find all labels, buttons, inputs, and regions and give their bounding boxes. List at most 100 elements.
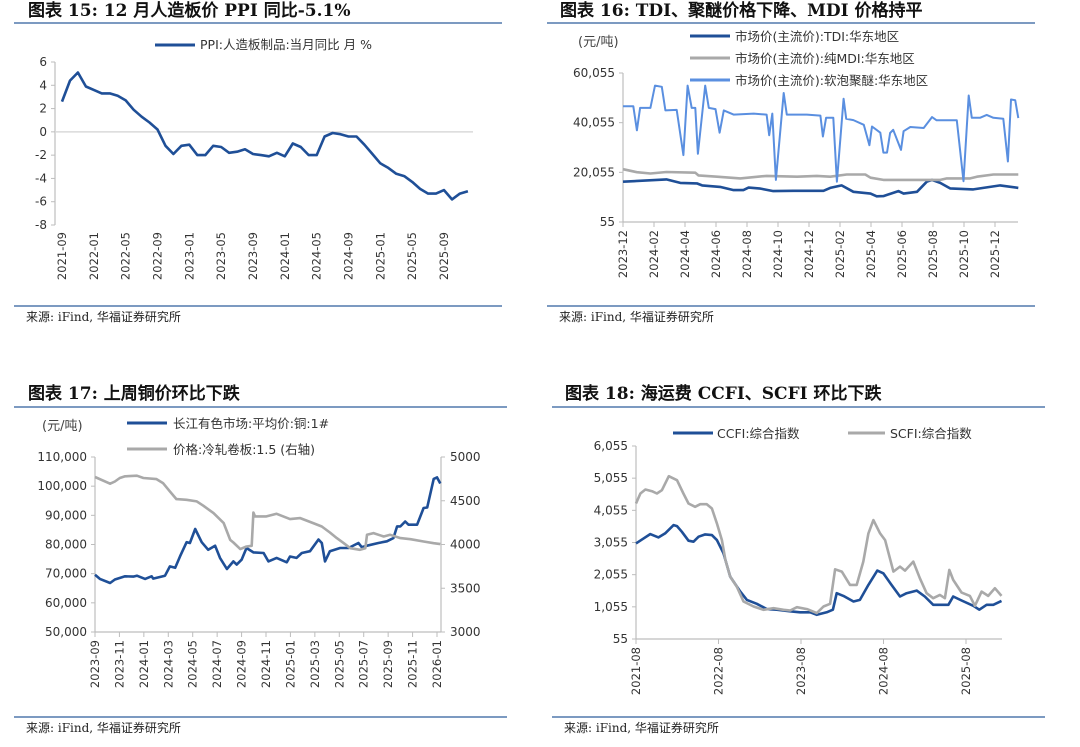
x-tick-label: 2025-03 xyxy=(308,640,322,688)
x-tick-label: 2021-08 xyxy=(629,647,643,695)
y-tick-label: 2 xyxy=(39,102,47,116)
y-tick-label: 5,055 xyxy=(594,471,628,485)
x-tick-label: 2024-10 xyxy=(771,230,785,278)
y-tick-label: 6 xyxy=(39,55,47,69)
legend-label: 价格:冷轧卷板:1.5 (右轴) xyxy=(173,442,315,457)
series-line-2 xyxy=(634,474,1003,615)
x-tick-label: 2025-08 xyxy=(926,230,940,278)
x-tick-label: 2025-01 xyxy=(283,640,297,688)
x-tick-label: 2025-05 xyxy=(405,232,419,280)
x-tick-label: 2024-05 xyxy=(186,640,200,688)
x-tick-label: 2024-06 xyxy=(709,230,723,278)
x-tick-label: 2025-05 xyxy=(332,640,346,688)
legend-label: 市场价(主流价):软泡聚醚:华东地区 xyxy=(735,73,928,88)
x-tick-label: 2022-01 xyxy=(87,232,101,280)
series-line-2 xyxy=(622,167,1019,182)
x-tick-label: 2023-09 xyxy=(88,640,102,688)
chart-18: 图表 18: 海运费 CCFI、SCFI 环比下跌 来源: iFind, 华福证… xyxy=(552,383,1045,735)
series-line-2 xyxy=(94,474,441,552)
y-tick-label: -8 xyxy=(35,218,47,232)
y-tick-label: 20,055 xyxy=(573,165,615,179)
y2-tick-label: 3000 xyxy=(450,625,481,639)
x-tick-label: 2024-04 xyxy=(678,230,692,278)
x-tick-label: 2023-09 xyxy=(246,232,260,280)
y-tick-label: -6 xyxy=(35,195,47,209)
x-tick-label: 2024-08 xyxy=(740,230,754,278)
y-tick-label: -4 xyxy=(35,171,47,185)
y-tick-label: 1,055 xyxy=(594,600,628,614)
y-tick-label: 2,055 xyxy=(594,568,628,582)
unit-label: (元/吨) xyxy=(42,419,83,434)
y-tick-label: 3,055 xyxy=(594,536,628,550)
y-tick-label: 40,055 xyxy=(573,116,615,130)
x-tick-label: 2024-12 xyxy=(802,230,816,278)
chart-title: 图表 15: 12 月人造板价 PPI 同比-5.1% xyxy=(28,0,351,21)
y-tick-label: 4 xyxy=(39,78,47,92)
x-tick-label: 2024-01 xyxy=(278,232,292,280)
chart-source: 来源: iFind, 华福证券研究所 xyxy=(26,309,181,324)
x-tick-label: 2024-11 xyxy=(259,640,273,688)
x-tick-label: 2025-04 xyxy=(864,230,878,278)
x-tick-label: 2025-07 xyxy=(357,640,371,688)
series-line-1 xyxy=(60,71,469,201)
x-tick-label: 2024-03 xyxy=(161,640,175,688)
x-tick-label: 2024-07 xyxy=(210,640,224,688)
x-tick-label: 2022-09 xyxy=(151,232,165,280)
chart-source: 来源: iFind, 华福证券研究所 xyxy=(26,720,181,735)
y-tick-label: 55 xyxy=(600,215,615,229)
x-tick-label: 2025-12 xyxy=(988,230,1002,278)
chart-15: 图表 15: 12 月人造板价 PPI 同比-5.1% 来源: iFind, 华… xyxy=(14,0,502,324)
y-tick-label: 70,000 xyxy=(45,567,87,581)
x-tick-label: 2024-02 xyxy=(647,230,661,278)
y-tick-label: 60,055 xyxy=(573,66,615,80)
x-tick-label: 2025-10 xyxy=(957,230,971,278)
x-tick-label: 2025-11 xyxy=(406,640,420,688)
chart-title: 图表 16: TDI、聚醚价格下降、MDI 价格持平 xyxy=(560,0,923,21)
chart-source: 来源: iFind, 华福证券研究所 xyxy=(559,309,714,324)
y-tick-label: 6,055 xyxy=(594,439,628,453)
x-tick-label: 2023-08 xyxy=(794,647,808,695)
x-tick-label: 2024-09 xyxy=(342,232,356,280)
x-tick-label: 2024-05 xyxy=(310,232,324,280)
y2-tick-label: 4500 xyxy=(450,494,481,508)
x-tick-label: 2021-09 xyxy=(55,232,69,280)
y2-tick-label: 5000 xyxy=(450,450,481,464)
x-tick-label: 2024-01 xyxy=(137,640,151,688)
x-tick-label: 2025-09 xyxy=(437,232,451,280)
x-tick-label: 2023-05 xyxy=(214,232,228,280)
x-tick-label: 2024-08 xyxy=(877,647,891,695)
chart-title: 图表 17: 上周铜价环比下跌 xyxy=(28,383,241,404)
x-tick-label: 2026-01 xyxy=(430,640,444,688)
legend-label: PPI:人造板制品:当月同比 月 % xyxy=(200,37,372,52)
y-tick-label: -2 xyxy=(35,148,47,162)
y-tick-label: 60,000 xyxy=(45,596,87,610)
legend-label: CCFI:综合指数 xyxy=(717,426,800,441)
y2-tick-label: 3500 xyxy=(450,581,481,595)
x-tick-label: 2022-05 xyxy=(119,232,133,280)
series-line-1 xyxy=(635,523,1003,617)
x-tick-label: 2024-09 xyxy=(235,640,249,688)
legend-label: SCFI:综合指数 xyxy=(890,426,972,441)
chart-source: 来源: iFind, 华福证券研究所 xyxy=(564,720,719,735)
chart-16: 图表 16: TDI、聚醚价格下降、MDI 价格持平 来源: iFind, 华福… xyxy=(547,0,1035,324)
y-tick-label: 100,000 xyxy=(37,479,87,493)
series-line-1 xyxy=(94,476,442,585)
y-tick-label: 90,000 xyxy=(45,508,87,522)
series-line-3 xyxy=(623,84,1020,183)
chart-title: 图表 18: 海运费 CCFI、SCFI 环比下跌 xyxy=(565,383,883,404)
x-tick-label: 2023-01 xyxy=(182,232,196,280)
x-tick-label: 2023-11 xyxy=(112,640,126,688)
x-tick-label: 2022-08 xyxy=(712,647,726,695)
y-tick-label: 80,000 xyxy=(45,538,87,552)
x-tick-label: 2025-09 xyxy=(381,640,395,688)
y-tick-label: 4,055 xyxy=(594,503,628,517)
x-tick-label: 2025-01 xyxy=(373,232,387,280)
y-tick-label: 50,000 xyxy=(45,625,87,639)
legend-label: 市场价(主流价):纯MDI:华东地区 xyxy=(735,51,915,66)
y2-tick-label: 4000 xyxy=(450,538,481,552)
y-tick-label: 110,000 xyxy=(37,450,87,464)
x-tick-label: 2023-12 xyxy=(616,230,630,278)
y-tick-label: 0 xyxy=(39,125,47,139)
legend-label: 市场价(主流价):TDI:华东地区 xyxy=(735,29,899,44)
